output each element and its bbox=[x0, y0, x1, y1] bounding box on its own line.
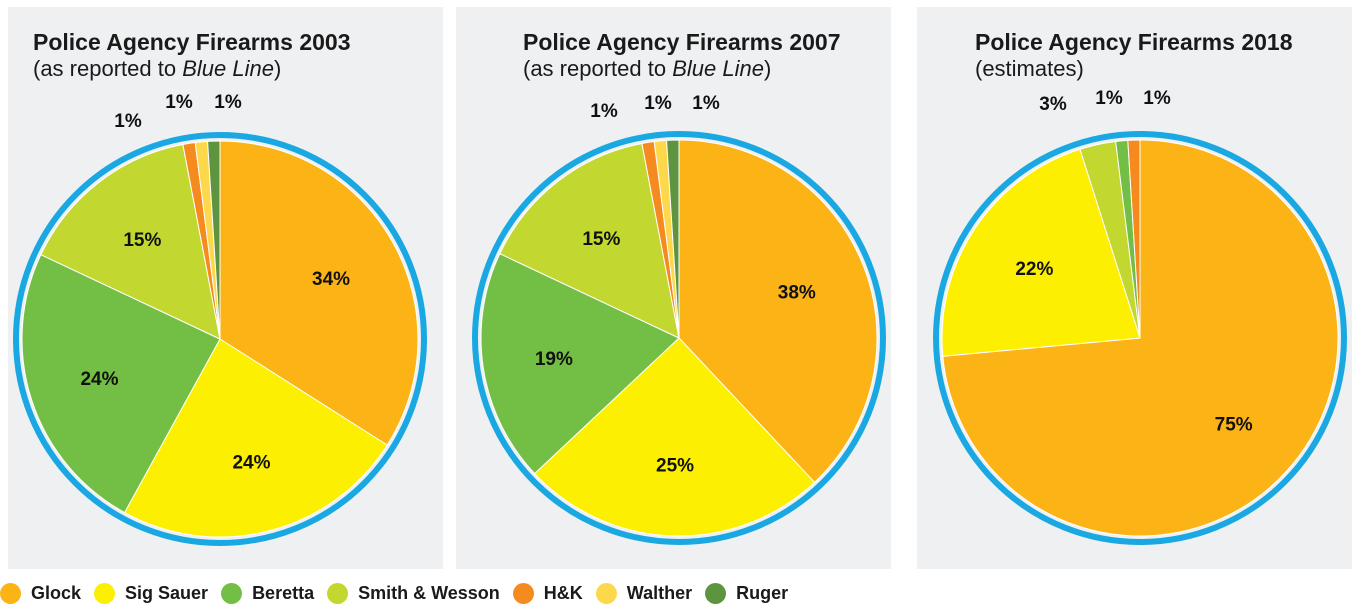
chart-legend: Glock Sig Sauer Beretta Smith & Wesson H… bbox=[0, 580, 1369, 606]
data-label: 24% bbox=[80, 369, 118, 390]
pie-slice-glock bbox=[219, 140, 419, 446]
legend-item: Walther bbox=[595, 582, 693, 604]
chart-panel-2018: 75% 22% 3% 1% 1% Police Agency Firearms 2018… bbox=[917, 7, 1352, 569]
chart-title: Police Agency Firearms 2003 bbox=[33, 29, 351, 55]
data-label: 1% bbox=[692, 93, 720, 114]
data-label: 19% bbox=[535, 349, 573, 370]
pie-slice-smith-wesson bbox=[40, 143, 221, 340]
pie-ring bbox=[13, 132, 427, 546]
data-label: 22% bbox=[1015, 259, 1053, 280]
pie-slice-sig-sauer bbox=[533, 337, 816, 537]
legend-item: Smith & Wesson bbox=[327, 582, 500, 604]
data-label: 38% bbox=[778, 282, 816, 303]
pie-slice-ruger bbox=[207, 140, 221, 340]
pie-ring bbox=[472, 131, 886, 545]
chart-subtitle: (as reported to Blue Line) bbox=[33, 56, 282, 81]
legend-label: Glock bbox=[31, 582, 82, 603]
chart-subtitle: (estimates) bbox=[975, 56, 1084, 81]
pie-ring bbox=[933, 131, 1347, 545]
legend-label: Beretta bbox=[252, 582, 315, 603]
legend-swatch-glock bbox=[0, 582, 21, 604]
legend-item: Glock bbox=[0, 582, 82, 604]
legend-swatch-hk bbox=[512, 582, 534, 604]
pie-slice-sig-sauer bbox=[941, 148, 1141, 357]
legend-swatch-sig-sauer bbox=[94, 582, 116, 604]
data-label: 1% bbox=[590, 101, 618, 122]
chart-panel-2007: 38% 25% 19% 15% 1% 1% 1% Police Agency Firearm… bbox=[456, 7, 891, 569]
data-label: 34% bbox=[312, 269, 350, 290]
pie-slice-beretta bbox=[21, 254, 221, 514]
legend-label: H&K bbox=[543, 582, 583, 603]
data-label: 15% bbox=[582, 229, 620, 250]
data-label: 1% bbox=[165, 92, 193, 113]
legend-label: Walther bbox=[626, 582, 693, 603]
data-label: 3% bbox=[1039, 94, 1067, 115]
pie-chart-2003: 34% 24% 24% 15% 1% 1% 1% bbox=[13, 92, 427, 546]
legend-item: H&K bbox=[512, 582, 583, 604]
chart-title: Police Agency Firearms 2018 bbox=[975, 29, 1293, 55]
pie-chart-2018: 75% 22% 3% 1% 1% bbox=[933, 88, 1347, 545]
legend-item: Sig Sauer bbox=[94, 582, 209, 604]
data-label: 1% bbox=[644, 93, 672, 114]
data-label: 24% bbox=[232, 453, 270, 474]
legend-swatch-smith-wesson bbox=[327, 582, 349, 604]
pie-slice-hk bbox=[1127, 139, 1141, 339]
data-label: 1% bbox=[1143, 88, 1171, 109]
pie-slice-ruger bbox=[666, 139, 680, 339]
pie-slice-glock bbox=[678, 139, 878, 484]
data-label: 15% bbox=[123, 230, 161, 251]
legend-swatch-walther bbox=[595, 582, 617, 604]
legend-label: Ruger bbox=[736, 582, 789, 603]
legend-swatch-ruger bbox=[705, 582, 727, 604]
pie-slice-smith-wesson bbox=[499, 142, 680, 339]
data-label: 1% bbox=[214, 92, 242, 113]
legend-swatch-beretta bbox=[221, 582, 243, 604]
data-label: 1% bbox=[114, 111, 142, 132]
data-label: 75% bbox=[1215, 414, 1253, 435]
pie-slice-sig-sauer bbox=[123, 338, 388, 538]
chart-title: Police Agency Firearms 2007 bbox=[523, 29, 841, 55]
pie-slice-beretta bbox=[480, 253, 680, 475]
legend-item: Ruger bbox=[705, 582, 789, 604]
legend-item: Beretta bbox=[221, 582, 315, 604]
chart-subtitle: (as reported to Blue Line) bbox=[523, 56, 772, 81]
data-label: 1% bbox=[1095, 88, 1123, 109]
chart-panel-2003: 34% 24% 24% 15% 1% 1% 1% Police Agency Firearm… bbox=[8, 7, 443, 569]
legend-label: Sig Sauer bbox=[125, 582, 209, 603]
legend-label: Smith & Wesson bbox=[358, 582, 500, 603]
pie-chart-2007: 38% 25% 19% 15% 1% 1% 1% bbox=[472, 93, 886, 545]
data-label: 25% bbox=[656, 456, 694, 477]
